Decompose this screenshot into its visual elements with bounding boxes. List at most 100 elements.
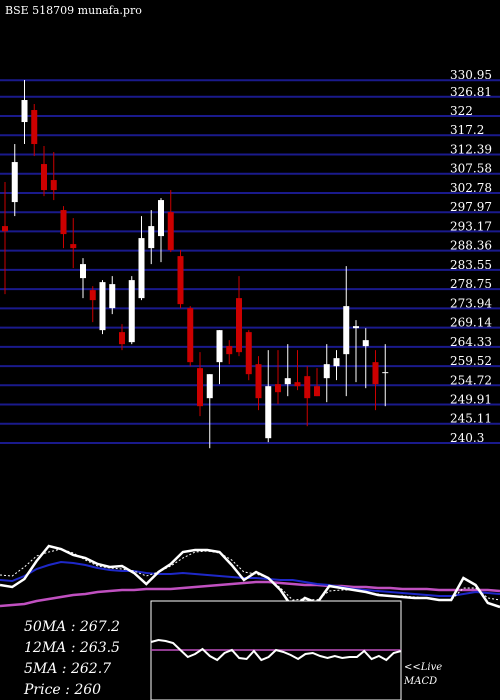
candle-body [265,386,272,439]
price-grid [0,79,500,444]
candle-body [206,374,213,399]
candle [314,368,320,397]
candle [11,144,18,217]
candle [294,350,301,391]
candle [382,344,389,407]
candle [216,330,223,385]
candle [353,320,359,383]
candle-body [99,282,106,331]
candle-body [89,290,96,301]
candle [50,152,57,201]
candle [236,276,242,357]
candle [128,276,135,345]
candle [80,258,86,299]
ma-value-price: Price : 260 [23,682,101,698]
y-tick-label: 312.39 [450,142,492,156]
indicator-lines [0,544,500,610]
chart-title: BSE 518709 munafa.pro [5,4,142,17]
candle-body [294,382,301,387]
y-tick-label: 330.95 [450,68,492,82]
candle-body [80,264,86,279]
candle [304,366,311,427]
macd-lines [150,638,402,662]
ma-value-12ma: 12MA : 263.5 [24,640,120,656]
candle [148,210,155,265]
y-tick-labels: 330.95 326.81 322 317.2 312.39 307.58 302.78 29… [450,68,492,445]
ma-blue-line [0,560,500,597]
y-tick-label: 307.58 [450,162,492,176]
candles [2,80,389,449]
candle [70,218,77,269]
candle-body [31,110,38,145]
y-tick-label: 264.33 [450,335,492,349]
candle-body [372,362,379,385]
candle [109,276,116,315]
y-tick-label: 245.11 [450,412,492,426]
candle [275,350,281,405]
signal-dotted-line [0,548,500,601]
candle [343,266,350,397]
y-tick-label: 293.17 [450,219,492,233]
ma-values-legend: 50MA : 267.2 12MA : 263.5 5MA : 262.7 Price… [23,619,120,698]
y-tick-label: 273.94 [450,296,492,310]
y-tick-label: 240.3 [450,431,484,445]
candle [362,328,369,389]
candle-body [197,368,203,407]
candle-body [41,164,47,191]
candle-body [343,306,350,355]
candle [265,350,272,443]
candle-body [314,386,320,397]
y-tick-label: 288.36 [450,239,492,253]
candle [31,104,38,157]
candle [41,146,47,197]
candle-body [148,226,155,249]
candle-body [50,180,57,191]
candle [158,198,164,263]
y-tick-label: 317.2 [450,123,484,137]
candle-body [70,244,77,249]
candle [119,324,125,351]
candle-body [226,346,233,355]
candle-body [275,384,281,393]
candle-body [382,372,389,374]
candle-body [109,284,116,309]
candle-body [138,238,145,299]
candle-body [119,332,125,345]
y-tick-label: 278.75 [450,277,492,291]
candle-body [216,330,223,363]
candle [197,352,203,417]
candle [177,250,184,309]
y-tick-label: 326.81 [450,85,492,99]
ma-value-5ma: 5MA : 262.7 [24,661,111,677]
candle-body [187,308,194,363]
y-tick-label: 249.91 [450,393,492,407]
candle [99,280,106,335]
candle-body [158,200,164,237]
y-tick-label: 269.14 [450,316,492,330]
candle-body [11,162,18,203]
candle [206,374,213,449]
candle-body [284,378,291,385]
candle-body [177,256,184,305]
y-tick-label: 302.78 [450,181,492,195]
candle [167,190,174,253]
candle-body [60,210,67,235]
y-tick-label: 283.55 [450,258,492,272]
candle-body [236,298,242,353]
candle [187,306,194,367]
candle-body [333,358,340,367]
candle-body [362,340,369,347]
y-tick-label: 254.72 [450,373,492,387]
candle [21,80,28,145]
candle [245,330,252,381]
candle [89,286,96,323]
macd-line [150,638,402,662]
candle-body [245,332,252,375]
candle [138,216,145,301]
candle [333,350,340,381]
candle [323,344,330,403]
y-tick-label: 322 [450,104,473,118]
candle [2,182,8,295]
candle-body [304,376,311,399]
